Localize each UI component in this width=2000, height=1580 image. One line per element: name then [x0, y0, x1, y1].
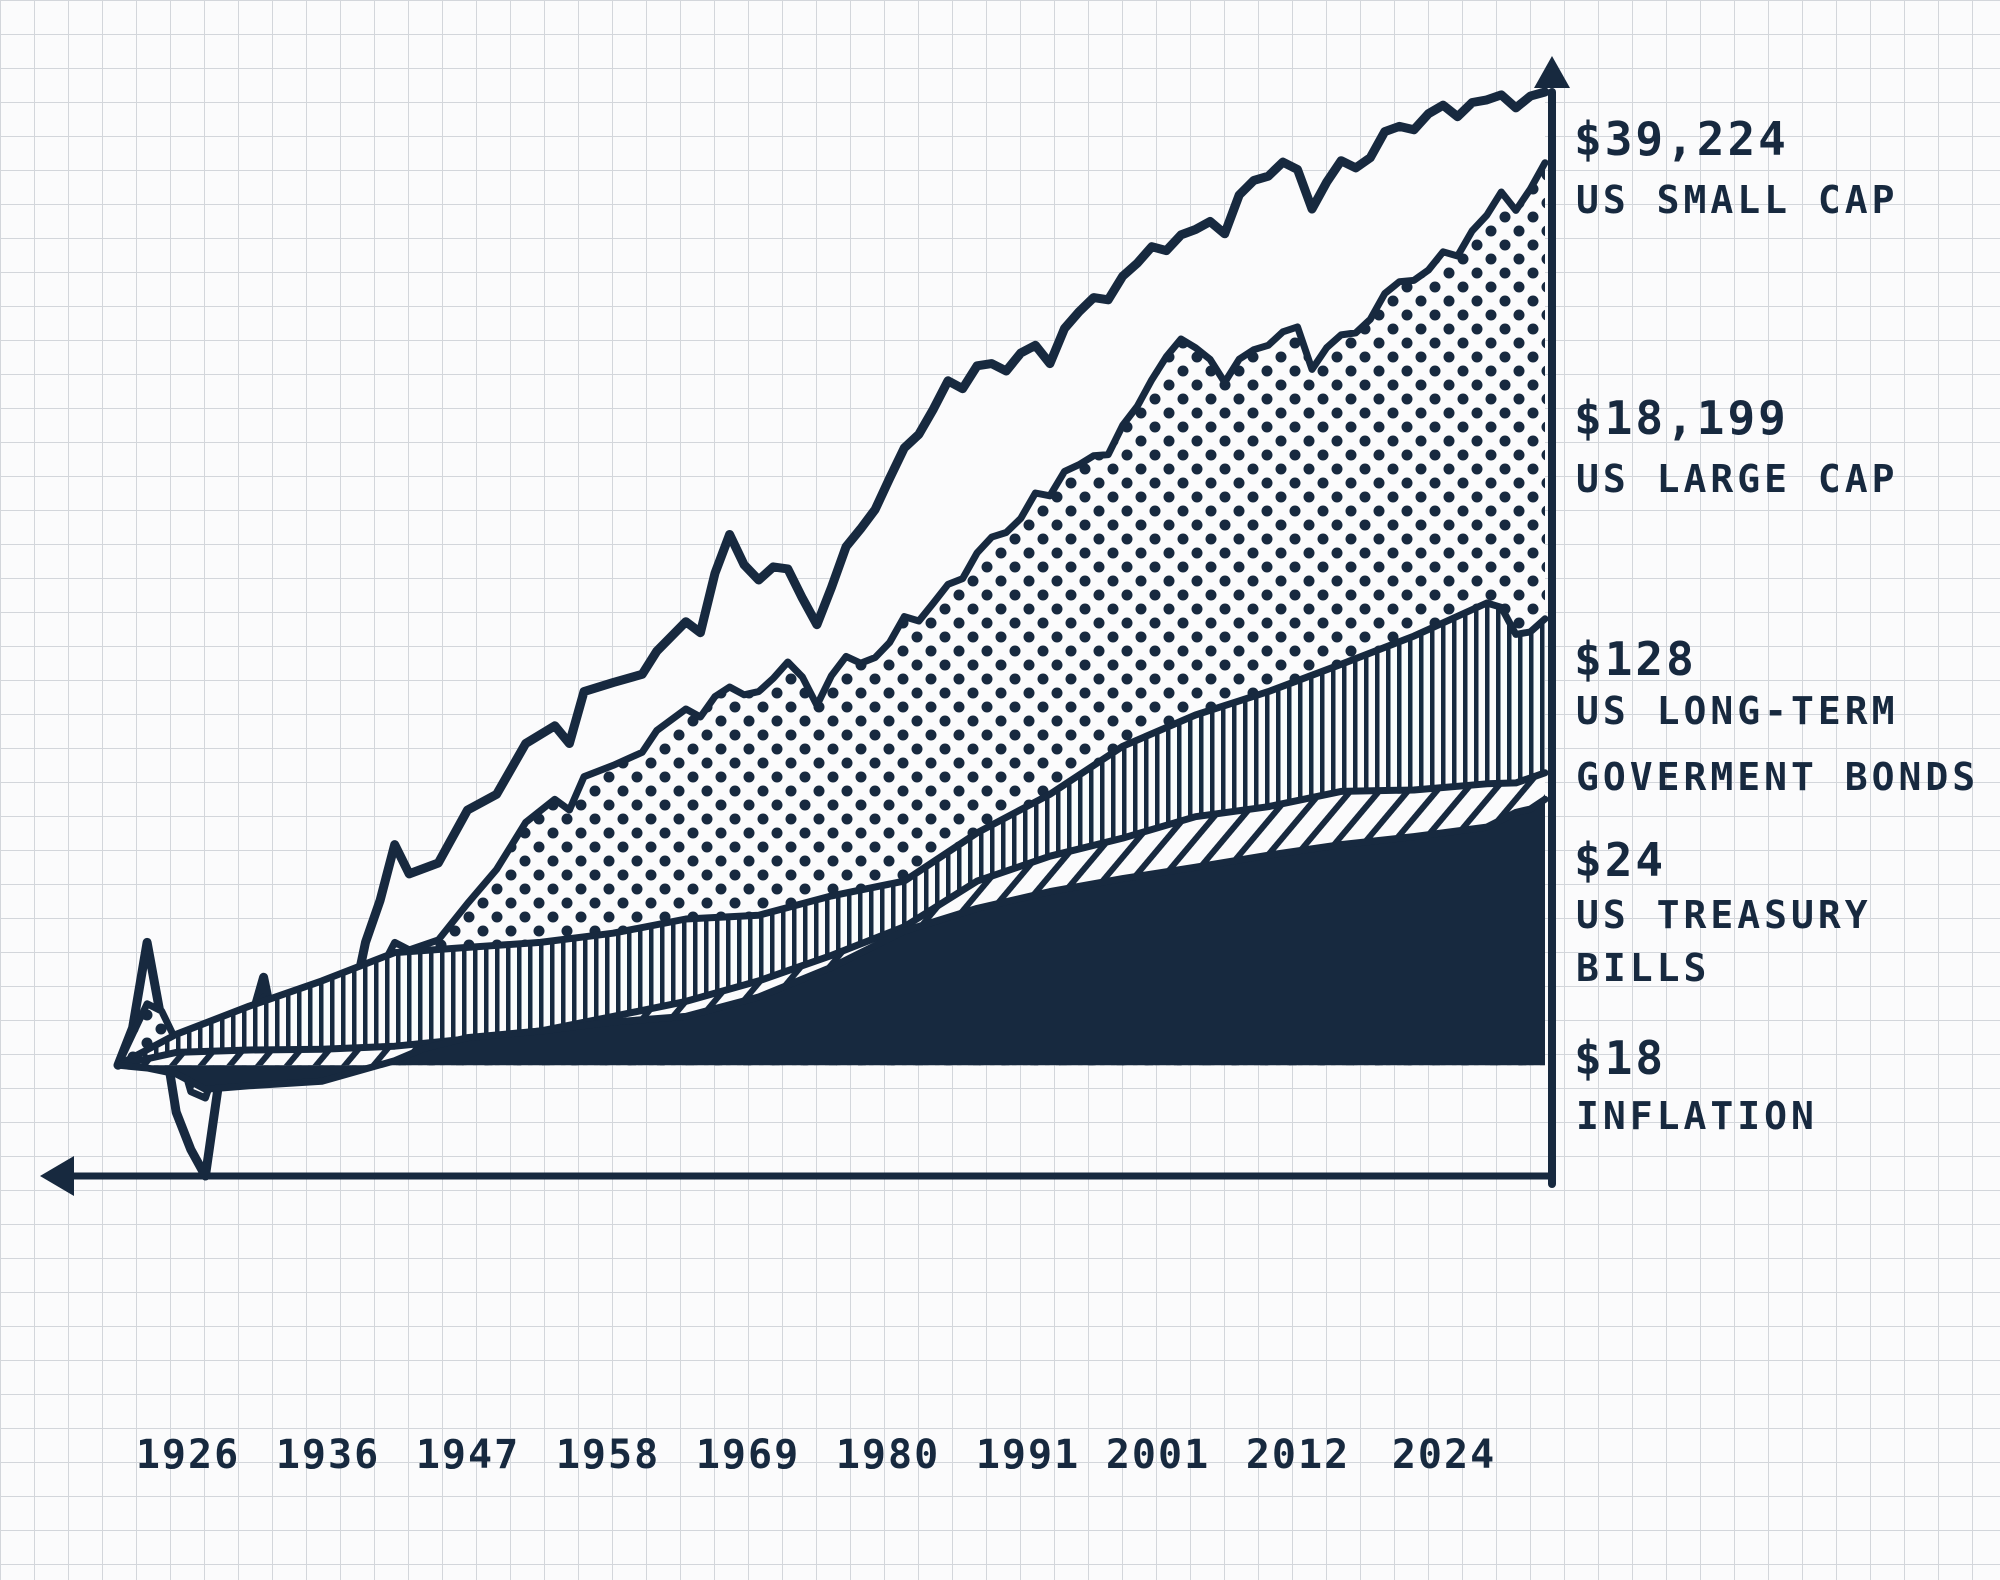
x-tick-label: 2001 — [1106, 1432, 1210, 1478]
series-name-label: BILLS — [1576, 946, 1710, 990]
end-value-label: $18 — [1574, 1031, 1666, 1085]
x-tick-label: 2024 — [1392, 1432, 1496, 1478]
end-value-label: $39,224 — [1574, 112, 1789, 166]
line-inflation — [114, 795, 1549, 1093]
line-us-long-term-goverment-bonds — [114, 599, 1549, 1069]
end-value-label: $18,199 — [1574, 391, 1789, 445]
series-name-label: US TREASURY — [1576, 893, 1872, 937]
series-name-label: GOVERMENT BONDS — [1576, 755, 1979, 799]
x-tick-label: 1969 — [696, 1432, 800, 1478]
series-name-label: US LARGE CAP — [1576, 457, 1899, 501]
y-axis-arrow-icon — [1534, 56, 1570, 88]
x-tick-label: 1926 — [136, 1432, 240, 1478]
end-value-label: $24 — [1574, 833, 1666, 887]
series-end-labels: $39,224 US SMALL CAP $18,199 US LARGE CAP $1… — [1574, 112, 1979, 1138]
x-tick-labels: 1926 1936 1947 1958 1969 1980 1991 2001 2012 2024 — [136, 1432, 1496, 1478]
x-tick-label: 1947 — [416, 1432, 520, 1478]
end-value-label: $128 — [1574, 632, 1697, 686]
series-name-label: US SMALL CAP — [1576, 178, 1899, 222]
x-tick-label: 1958 — [556, 1432, 660, 1478]
series-areas — [113, 87, 1550, 1181]
x-tick-label: 1991 — [976, 1432, 1080, 1478]
axes — [40, 56, 1570, 1196]
series-name-label: US LONG-TERM — [1576, 689, 1899, 733]
x-tick-label: 1980 — [836, 1432, 940, 1478]
line-us-treasury-bills — [114, 769, 1549, 1069]
series-name-label: INFLATION — [1576, 1094, 1818, 1138]
x-tick-label: 2012 — [1246, 1432, 1350, 1478]
x-tick-label: 1936 — [276, 1432, 380, 1478]
x-axis-arrow-icon — [40, 1156, 74, 1196]
